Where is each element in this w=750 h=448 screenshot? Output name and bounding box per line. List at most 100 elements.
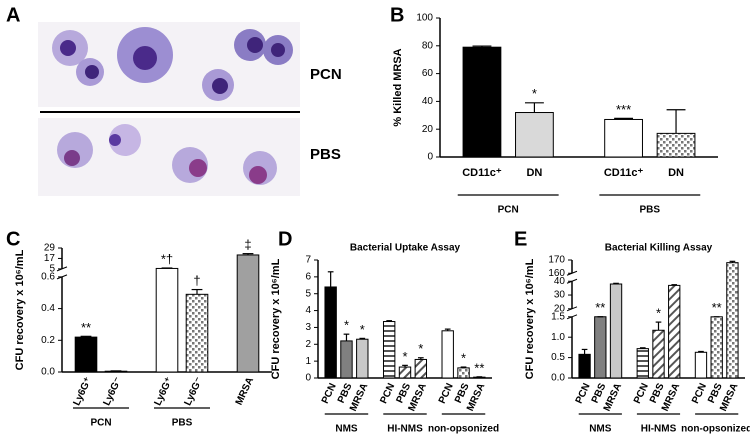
significance-label: ** <box>81 320 91 335</box>
y-tick-label: 2 <box>305 339 311 350</box>
bar <box>710 316 723 379</box>
x-tick-label: Ly6G⁺ <box>71 376 94 408</box>
bar <box>236 254 260 373</box>
x-tick-label: Ly6G⁻ <box>101 376 124 408</box>
y-tick-label: 80 <box>422 40 434 51</box>
group-label: HI-NMS <box>387 424 423 435</box>
y-tick-label: 29 <box>44 243 56 254</box>
bar <box>382 321 396 379</box>
x-tick-label: PCN <box>690 382 709 406</box>
panel-letter: D <box>278 228 292 250</box>
significance-label: * <box>402 349 407 364</box>
bar <box>340 340 353 379</box>
group-label: PBS <box>310 146 341 163</box>
y-tick-label: 0.4 <box>41 303 55 314</box>
x-tick-label: PCN <box>632 382 651 406</box>
bar <box>441 330 454 379</box>
group-label: HI-NMS <box>641 424 677 435</box>
significance-label: * <box>418 341 423 356</box>
x-tick-label: PCN <box>437 382 456 406</box>
y-axis-label: CFU recovery x 10⁶/mL <box>14 249 26 370</box>
y-tick-label: 1.5 <box>551 311 565 322</box>
panel-letter: C <box>6 228 20 250</box>
y-tick-label: 1 <box>305 356 311 367</box>
y-axis-label: % Killed MRSA <box>392 48 404 126</box>
significance-label: * <box>360 322 365 337</box>
y-tick-label: 30 <box>554 290 566 301</box>
significance-label: ** <box>712 300 722 315</box>
bar <box>668 284 681 379</box>
y-tick-label: 5 <box>49 264 55 275</box>
group-label: PCN <box>498 205 519 216</box>
significance-label: ‡ <box>244 237 251 252</box>
significance-label: * <box>532 86 537 101</box>
group-label: NMS <box>335 424 358 435</box>
bar <box>356 338 369 379</box>
bar <box>457 367 470 379</box>
y-tick-label: 4 <box>305 305 311 316</box>
x-tick-label: DN <box>526 167 542 179</box>
y-tick-label: 0.0 <box>551 373 565 384</box>
x-tick-label: MRSA <box>234 376 256 407</box>
panel-letter: E <box>514 228 527 250</box>
significance-label: ** <box>595 300 605 315</box>
bar <box>694 351 708 379</box>
group-label: NMS <box>589 424 612 435</box>
significance-label: *† <box>161 251 173 266</box>
y-tick-label: 0.5 <box>551 352 565 363</box>
x-tick-label: CD11c⁺ <box>604 167 644 179</box>
bar <box>726 262 739 379</box>
axis-break <box>566 278 578 284</box>
y-tick-label: 6 <box>305 271 311 282</box>
x-tick-label: Ly6G⁺ <box>152 376 175 408</box>
y-tick-label: 0.2 <box>41 335 55 346</box>
significance-label: * <box>461 350 466 365</box>
y-tick-label: 20 <box>422 124 434 135</box>
significance-label: † <box>193 273 200 288</box>
bar <box>604 118 643 158</box>
y-tick-label: 100 <box>416 13 433 24</box>
y-tick-label: 170 <box>548 255 565 266</box>
x-tick-label: PCN <box>574 382 593 406</box>
y-tick-label: 5 <box>305 288 311 299</box>
bar <box>185 293 209 373</box>
panel-letter: B <box>390 4 404 26</box>
y-tick-label: 160 <box>548 268 565 279</box>
group-label: PBS <box>172 418 193 429</box>
bar <box>324 286 337 379</box>
y-tick-label: 17 <box>44 253 56 264</box>
bar <box>155 267 179 373</box>
significance-label: ** <box>474 360 484 375</box>
bar <box>636 348 649 379</box>
micrograph-pbs <box>38 118 300 196</box>
micrograph-pcn <box>38 22 300 107</box>
y-axis-label: CFU recovery x 10⁶/mL <box>524 258 536 379</box>
bar <box>609 283 623 379</box>
x-tick-label: CD11c⁺ <box>462 167 502 179</box>
bar <box>515 112 554 158</box>
group-label: PBS <box>640 205 661 216</box>
y-axis-label: CFU recovery x 10⁶/mL <box>270 258 282 379</box>
y-tick-label: 20 <box>554 303 566 314</box>
group-label: non-opsonized <box>428 424 499 435</box>
chart-title: Bacterial Killing Assay <box>605 243 713 254</box>
bar <box>652 329 665 379</box>
y-tick-label: 0 <box>305 373 311 384</box>
y-tick-label: 0 <box>427 152 433 163</box>
x-tick-label: PCN <box>320 382 339 406</box>
group-label: non-opsonized <box>681 424 750 435</box>
y-tick-label: 40 <box>422 96 434 107</box>
y-tick-label: 40 <box>554 276 566 287</box>
panel-letter: A <box>6 4 20 26</box>
group-label: PCN <box>310 66 342 83</box>
bar <box>414 358 428 379</box>
y-tick-label: 1.0 <box>551 332 565 343</box>
bar <box>656 132 696 158</box>
significance-label: * <box>656 306 661 321</box>
significance-label: *** <box>616 102 631 117</box>
y-tick-label: 3 <box>305 322 311 333</box>
y-tick-label: 0.0 <box>41 367 55 378</box>
chart-title: Bacterial Uptake Assay <box>350 243 461 254</box>
y-tick-label: 7 <box>305 255 311 266</box>
